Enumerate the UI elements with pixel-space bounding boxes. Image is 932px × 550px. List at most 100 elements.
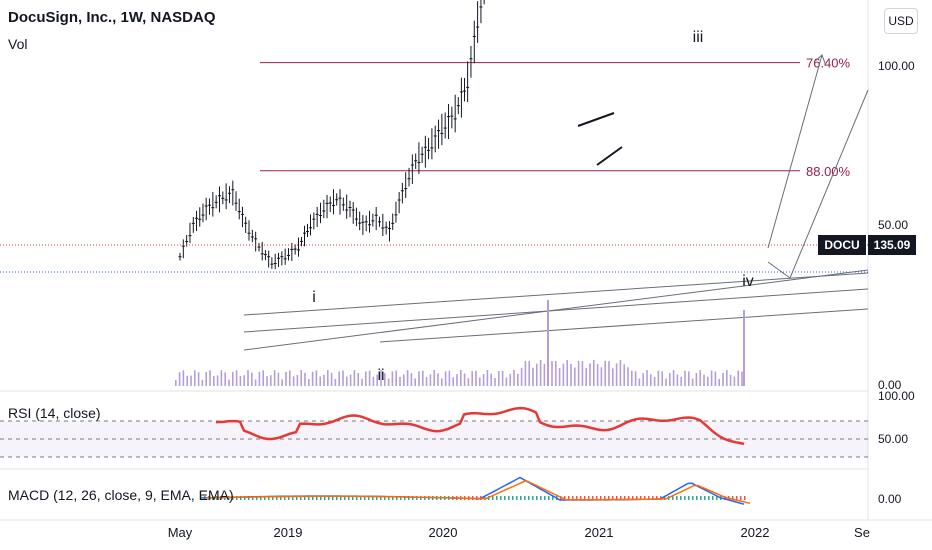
volume-bar: [737, 370, 739, 386]
macd-histogram-bar: [736, 496, 738, 500]
macd-histogram-bar: [412, 496, 414, 500]
macd-histogram-bar: [316, 496, 318, 500]
macd-histogram-bar: [400, 496, 402, 500]
volume-bar: [327, 370, 329, 386]
volume-bar: [646, 370, 648, 386]
volume-bar: [425, 377, 428, 386]
volume-bar: [543, 363, 546, 386]
macd-histogram-bar: [372, 496, 374, 500]
price-candles: [178, 0, 485, 270]
volume-bar: [228, 379, 230, 386]
macd-histogram-bar: [380, 496, 382, 500]
projection-arrows: [767, 54, 869, 279]
macd-histogram-bar: [640, 496, 642, 500]
volume-bar: [319, 376, 321, 386]
macd-histogram-bar: [652, 496, 654, 500]
macd-histogram-bar: [548, 496, 550, 500]
volume-bar: [479, 377, 481, 386]
volume-bar: [532, 367, 534, 386]
volume-bar: [539, 360, 542, 386]
arrow-head: [813, 54, 827, 67]
rsi-pane: [0, 406, 868, 458]
volume-bar: [555, 361, 557, 386]
volume-bar: [186, 375, 188, 386]
macd-histogram-bar: [592, 496, 594, 500]
time-tick-label: 2021: [585, 525, 614, 540]
projection-arrow-second: [789, 89, 869, 279]
volume-bar: [243, 375, 245, 386]
volume-bar: [273, 370, 276, 386]
ticker-tag: DOCU: [818, 235, 866, 255]
macd-histogram-bar: [684, 496, 686, 500]
wedge-line-bottom: [596, 146, 623, 166]
macd-histogram-bar: [516, 496, 518, 500]
volume-bar: [513, 370, 515, 386]
rsi-axis: 100.00 50.00: [878, 389, 915, 446]
macd-histogram-bar: [544, 496, 546, 500]
volume-bar: [486, 370, 489, 386]
projection-leg-down: [767, 261, 791, 279]
volume-bar: [368, 370, 371, 386]
volume-bar: [631, 370, 633, 386]
channel-line-middle: [243, 288, 869, 333]
macd-histogram-bar: [712, 496, 714, 500]
volume-bar: [387, 378, 390, 386]
volume-bar: [224, 372, 226, 386]
macd-histogram-bar: [280, 496, 282, 500]
volume-bar: [433, 370, 435, 386]
volume-bar: [216, 375, 219, 386]
macd-histogram-bar: [308, 496, 310, 500]
macd-histogram-bar: [384, 496, 386, 500]
volume-bar: [517, 373, 519, 386]
macd-histogram-bar: [664, 496, 666, 500]
macd-histogram-bar: [588, 496, 590, 500]
volume-bar: [710, 370, 713, 386]
volume-bar: [330, 372, 333, 386]
macd-histogram-bar: [704, 496, 706, 500]
volume-bar: [566, 360, 568, 386]
volume-bar: [524, 361, 527, 386]
macd-histogram-bar: [324, 496, 326, 500]
wedge-pattern: [577, 112, 623, 166]
volume-bar: [460, 370, 462, 386]
volume-bar: [589, 363, 591, 386]
volume-bar: [596, 364, 599, 386]
macd-histogram-bar: [512, 496, 514, 500]
volume-bar: [653, 377, 656, 386]
macd-histogram-bar: [364, 496, 366, 500]
volume-bar: [285, 371, 287, 386]
fib-level-label: 88.00%: [806, 164, 851, 179]
macd-histogram-bar: [344, 496, 346, 500]
macd-histogram-bar: [576, 496, 578, 500]
volume-bar: [414, 378, 416, 386]
volume-bar: [452, 377, 454, 386]
macd-histogram-bar: [696, 496, 698, 500]
macd-label: MACD (12, 26, close, 9, EMA, EMA): [8, 487, 234, 503]
macd-histogram-bar: [732, 496, 734, 500]
volume-bar: [722, 372, 724, 386]
volume-bar: [684, 370, 686, 386]
volume-bar: [197, 372, 200, 386]
volume-bar: [623, 364, 625, 386]
macd-histogram-bar: [632, 496, 634, 500]
volume-bar: [289, 370, 291, 386]
macd-histogram-bar: [740, 496, 742, 500]
currency-button[interactable]: USD: [884, 8, 918, 34]
macd-histogram-bar: [528, 496, 530, 500]
volume-bar: [733, 376, 736, 386]
volume-bar: [642, 373, 644, 386]
macd-histogram-bar: [252, 496, 254, 500]
macd-histogram-bar: [628, 496, 630, 500]
macd-histogram-bar: [692, 496, 694, 500]
volume-bar: [300, 370, 302, 386]
volume-bar: [391, 371, 394, 386]
macd-histogram-bar: [404, 496, 406, 500]
macd-histogram-bar: [604, 496, 606, 500]
volume-bar: [418, 371, 420, 386]
volume-bar: [475, 370, 477, 386]
volume-bar: [688, 371, 690, 386]
volume-bar: [346, 376, 348, 386]
